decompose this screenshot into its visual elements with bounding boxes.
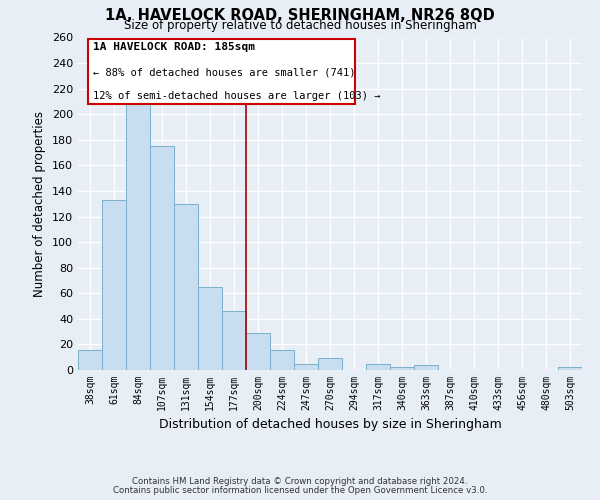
Bar [366,364,390,370]
Text: ← 88% of detached houses are smaller (741): ← 88% of detached houses are smaller (74… [93,68,356,78]
Text: Size of property relative to detached houses in Sheringham: Size of property relative to detached ho… [124,18,476,32]
Bar [102,200,126,370]
Bar [558,368,582,370]
Bar [270,350,294,370]
Bar [414,365,438,370]
Text: 1A HAVELOCK ROAD: 185sqm: 1A HAVELOCK ROAD: 185sqm [93,42,255,52]
Bar [318,358,342,370]
Bar [78,350,102,370]
Bar [294,364,318,370]
X-axis label: Distribution of detached houses by size in Sheringham: Distribution of detached houses by size … [158,418,502,432]
Text: Contains public sector information licensed under the Open Government Licence v3: Contains public sector information licen… [113,486,487,495]
Bar [198,287,222,370]
Bar [150,146,174,370]
Text: 12% of semi-detached houses are larger (103) →: 12% of semi-detached houses are larger (… [93,90,380,101]
FancyBboxPatch shape [88,39,355,104]
Text: Contains HM Land Registry data © Crown copyright and database right 2024.: Contains HM Land Registry data © Crown c… [132,477,468,486]
Bar [222,311,246,370]
Bar [174,204,198,370]
Bar [126,98,150,370]
Y-axis label: Number of detached properties: Number of detached properties [34,111,46,296]
Bar [390,368,414,370]
Bar [246,333,270,370]
Text: 1A, HAVELOCK ROAD, SHERINGHAM, NR26 8QD: 1A, HAVELOCK ROAD, SHERINGHAM, NR26 8QD [105,8,495,22]
